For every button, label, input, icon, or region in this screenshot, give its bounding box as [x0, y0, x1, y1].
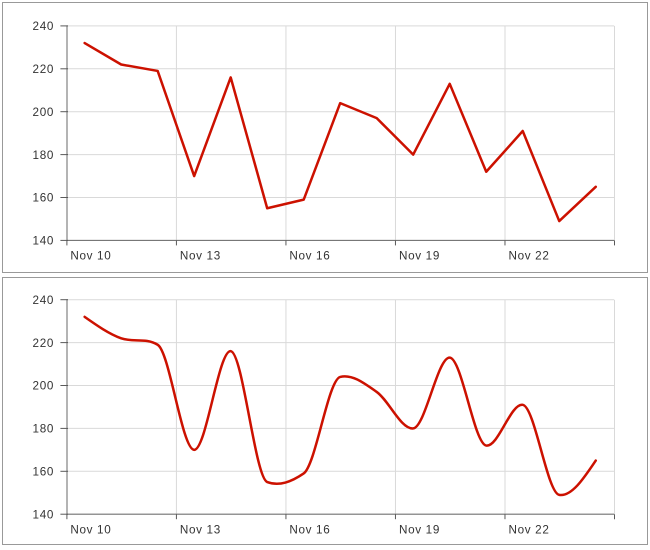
svg-text:200: 200: [33, 106, 54, 119]
svg-text:Nov 16: Nov 16: [289, 523, 330, 536]
svg-text:Nov 19: Nov 19: [399, 250, 440, 263]
svg-text:240: 240: [33, 294, 54, 307]
svg-text:140: 140: [33, 508, 54, 521]
svg-text:Nov 13: Nov 13: [180, 523, 221, 536]
svg-text:Nov 10: Nov 10: [70, 250, 111, 263]
svg-text:160: 160: [33, 466, 54, 479]
svg-text:220: 220: [33, 63, 54, 76]
svg-text:Nov 16: Nov 16: [289, 250, 330, 263]
svg-text:240: 240: [33, 20, 54, 33]
svg-text:Nov 13: Nov 13: [180, 250, 221, 263]
svg-text:140: 140: [33, 235, 54, 248]
svg-text:180: 180: [33, 423, 54, 436]
svg-text:Nov 22: Nov 22: [509, 523, 550, 536]
svg-text:200: 200: [33, 380, 54, 393]
svg-text:Nov 19: Nov 19: [399, 523, 440, 536]
svg-text:Nov 10: Nov 10: [70, 523, 111, 536]
svg-text:220: 220: [33, 337, 54, 350]
svg-text:160: 160: [33, 192, 54, 205]
svg-text:180: 180: [33, 149, 54, 162]
svg-text:Nov 22: Nov 22: [509, 250, 550, 263]
